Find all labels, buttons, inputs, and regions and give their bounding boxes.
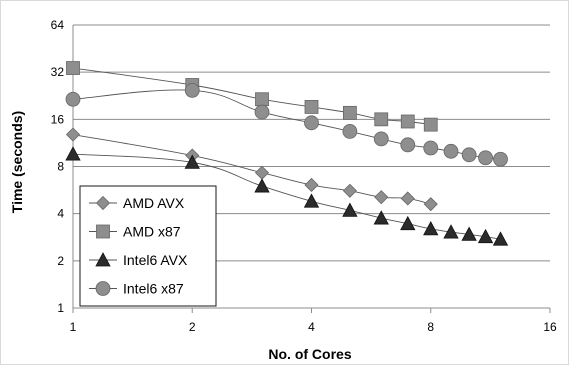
- data-point: [400, 137, 416, 153]
- x-axis-title: No. of Cores: [268, 346, 351, 362]
- data-point: [373, 210, 389, 225]
- legend-item-intel6-x87: Intel6 x87: [89, 281, 184, 297]
- data-point: [493, 151, 508, 167]
- plot-area: [65, 61, 509, 246]
- legend-marker: [95, 252, 111, 267]
- data-point: [461, 147, 477, 163]
- y-tick-label: 4: [57, 207, 64, 221]
- x-tick-label: 4: [308, 320, 315, 334]
- legend-marker: [96, 224, 110, 239]
- data-point: [303, 193, 320, 208]
- data-point: [423, 221, 439, 236]
- data-point: [304, 177, 319, 193]
- x-tick-label: 16: [543, 320, 557, 334]
- legend-item-amd-avx: AMD AVX: [89, 195, 185, 211]
- data-point: [400, 191, 415, 206]
- data-point: [400, 114, 415, 129]
- data-point: [255, 92, 269, 107]
- y-tick-label: 64: [51, 18, 65, 32]
- legend-label: Intel6 x87: [123, 281, 184, 297]
- legend-item-amd-x87: AMD x87: [89, 224, 181, 240]
- data-point: [304, 115, 319, 131]
- y-tick-label: 1: [57, 301, 64, 315]
- data-point: [400, 215, 416, 231]
- data-point: [65, 91, 81, 107]
- legend-item-intel6-avx: Intel6 AVX: [89, 252, 188, 268]
- data-point: [492, 231, 509, 246]
- data-point: [423, 197, 438, 212]
- series-intel6-x87: [65, 82, 508, 167]
- legend-label: AMD AVX: [123, 195, 185, 211]
- data-point: [477, 228, 494, 244]
- y-tick-label: 8: [57, 160, 64, 174]
- legend-marker: [95, 195, 111, 211]
- y-tick-label: 16: [51, 112, 65, 126]
- data-point: [342, 202, 358, 217]
- data-point: [184, 154, 200, 169]
- data-point: [65, 127, 81, 142]
- data-point: [461, 226, 477, 241]
- data-point: [254, 178, 270, 193]
- legend-label: AMD x87: [123, 224, 181, 240]
- legend: AMD AVX AMD x87 Intel6 AVX Intel6 x87: [79, 185, 217, 307]
- data-point: [65, 146, 81, 161]
- data-point: [443, 143, 459, 159]
- data-point: [304, 100, 319, 114]
- data-point: [374, 190, 389, 205]
- x-tick-label: 8: [427, 320, 434, 334]
- data-point: [373, 131, 389, 147]
- x-tick-label: 2: [189, 320, 196, 334]
- data-point: [342, 183, 357, 198]
- data-point: [254, 104, 270, 120]
- y-axis-title: Time (seconds): [9, 111, 25, 213]
- data-point: [443, 224, 459, 239]
- data-point: [478, 150, 493, 166]
- x-tick-label: 1: [70, 320, 77, 334]
- y-tick-label: 2: [57, 254, 64, 268]
- data-point: [423, 117, 438, 132]
- data-point: [184, 82, 200, 98]
- y-tick-label: 32: [51, 65, 65, 79]
- data-point: [342, 124, 358, 139]
- series-intel6-avx: [65, 146, 509, 246]
- data-point: [66, 61, 80, 75]
- legend-marker: [95, 281, 111, 296]
- data-point: [423, 140, 439, 156]
- data-point: [342, 105, 357, 120]
- data-point: [374, 112, 389, 127]
- legend-label: Intel6 AVX: [123, 252, 188, 268]
